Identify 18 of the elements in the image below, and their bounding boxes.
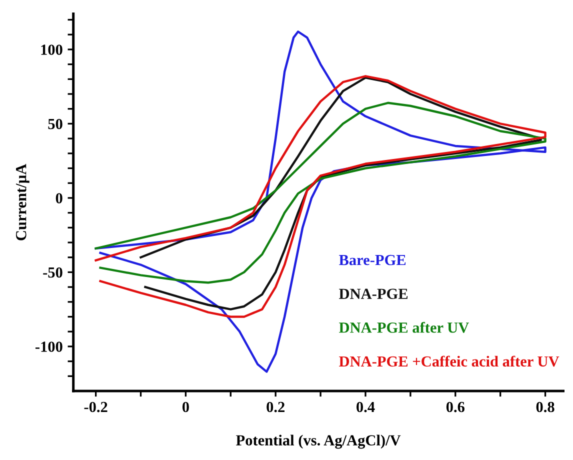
y-tick-label: 100 (41, 44, 62, 55)
x-tick-label: 0.8 (536, 402, 554, 412)
y-tick-label: -50 (43, 267, 62, 278)
x-tick-label: 0.6 (446, 402, 464, 412)
text: Bare-PGE (338, 254, 406, 266)
y-axis-title: Current/µA (16, 164, 30, 240)
text: DNA-PGE +Caffeic acid after UV (339, 356, 560, 367)
text: DNA-PGE (339, 288, 408, 299)
y-tick-label: 0 (56, 193, 62, 204)
x-tick-label: -0.2 (84, 402, 108, 412)
x-axis-title: Potential (vs. Ag/AgCl)/V (236, 434, 401, 449)
x-tick-label: 0.4 (356, 402, 375, 412)
line-series (94, 102, 546, 284)
x-tick-label: 0 (182, 402, 189, 412)
x-tick-label: 0.2 (266, 402, 284, 412)
text: DNA-PGE after UV (339, 322, 469, 333)
y-tick-label: -100 (35, 342, 62, 352)
y-tick-label: 50 (48, 118, 62, 130)
